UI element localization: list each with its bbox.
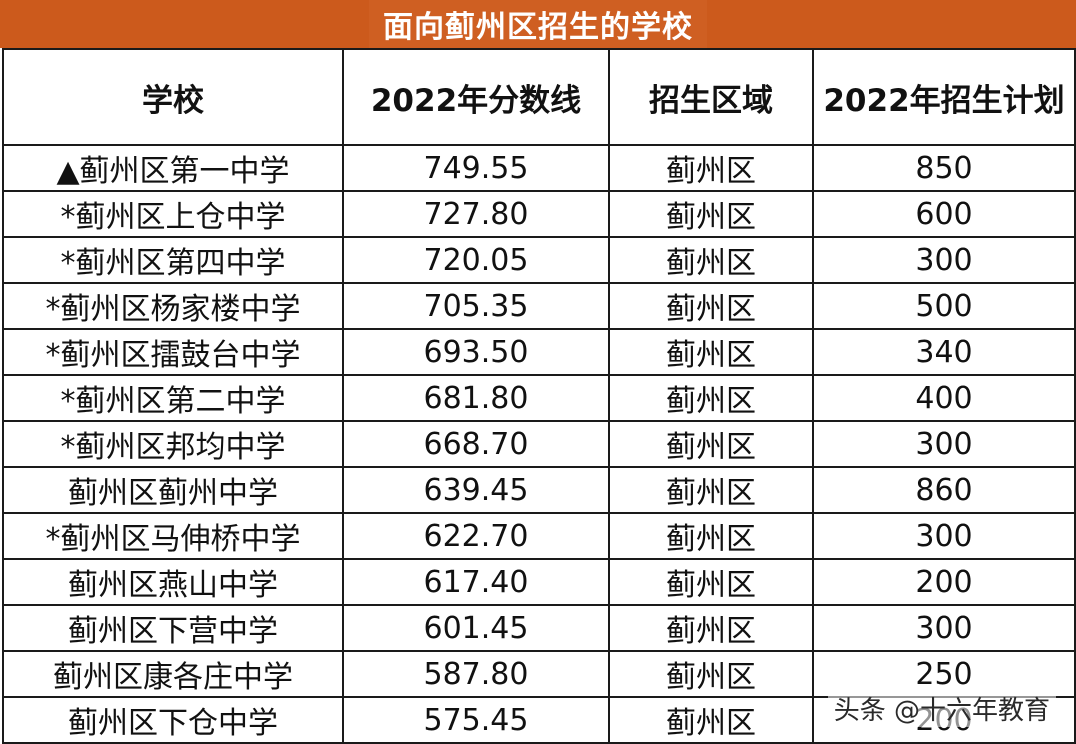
plan-cell: 300 [812,236,1076,284]
plan-cell: 860 [812,466,1076,514]
score-cell: 720.05 [342,236,610,284]
school-cell: 蓟州区燕山中学 [2,558,344,606]
table-row: 蓟州区燕山中学 617.40 蓟州区 200 [2,558,1076,606]
plan-cell: 500 [812,282,1076,330]
table-row: 蓟州区下营中学 601.45 蓟州区 300 [2,604,1076,652]
plan-cell: 600 [812,190,1076,238]
score-cell: 601.45 [342,604,610,652]
plan-cell: 300 [812,604,1076,652]
plan-cell: 300 [812,512,1076,560]
region-cell: 蓟州区 [608,282,814,330]
score-cell: 587.80 [342,650,610,698]
region-cell: 蓟州区 [608,558,814,606]
region-cell: 蓟州区 [608,144,814,192]
header-row: 学校 2022年分数线 招生区域 2022年招生计划 [2,48,1076,146]
region-cell: 蓟州区 [608,190,814,238]
score-cell: 575.45 [342,696,610,744]
plan-cell: 400 [812,374,1076,422]
score-cell: 617.40 [342,558,610,606]
table-title: 面向蓟州区招生的学校 [369,0,707,48]
region-cell: 蓟州区 [608,650,814,698]
table-row: *蓟州区上仓中学 727.80 蓟州区 600 [2,190,1076,238]
plan-cell: 850 [812,144,1076,192]
header-plan: 2022年招生计划 [812,48,1076,146]
region-cell: 蓟州区 [608,512,814,560]
region-cell: 蓟州区 [608,420,814,468]
region-cell: 蓟州区 [608,604,814,652]
school-cell: *蓟州区擂鼓台中学 [2,328,344,376]
region-cell: 蓟州区 [608,328,814,376]
region-cell: 蓟州区 [608,236,814,284]
table-row: ▲蓟州区第一中学 749.55 蓟州区 850 [2,144,1076,192]
school-cell: 蓟州区下仓中学 [2,696,344,744]
region-cell: 蓟州区 [608,466,814,514]
title-banner: 面向蓟州区招生的学校 [0,0,1076,48]
school-cell: *蓟州区马伸桥中学 [2,512,344,560]
table-row: *蓟州区第四中学 720.05 蓟州区 300 [2,236,1076,284]
score-cell: 749.55 [342,144,610,192]
region-cell: 蓟州区 [608,374,814,422]
school-cell: *蓟州区第四中学 [2,236,344,284]
school-cell: *蓟州区杨家楼中学 [2,282,344,330]
school-cell: ▲蓟州区第一中学 [2,144,344,192]
score-cell: 622.70 [342,512,610,560]
plan-cell: 300 [812,420,1076,468]
school-cell: 蓟州区蓟州中学 [2,466,344,514]
region-cell: 蓟州区 [608,696,814,744]
score-cell: 727.80 [342,190,610,238]
header-region: 招生区域 [608,48,814,146]
watermark: 头条 @十六年教育 [827,690,1056,727]
score-cell: 668.70 [342,420,610,468]
score-cell: 705.35 [342,282,610,330]
table-row: 蓟州区蓟州中学 639.45 蓟州区 860 [2,466,1076,514]
plan-cell: 200 [812,558,1076,606]
admission-table: 学校 2022年分数线 招生区域 2022年招生计划 ▲蓟州区第一中学 749.5… [2,48,1076,744]
header-school: 学校 [2,48,344,146]
school-cell: 蓟州区下营中学 [2,604,344,652]
school-cell: *蓟州区第二中学 [2,374,344,422]
table-row: *蓟州区擂鼓台中学 693.50 蓟州区 340 [2,328,1076,376]
table-row: *蓟州区第二中学 681.80 蓟州区 400 [2,374,1076,422]
school-cell: 蓟州区康各庄中学 [2,650,344,698]
score-cell: 639.45 [342,466,610,514]
header-score: 2022年分数线 [342,48,610,146]
plan-cell: 340 [812,328,1076,376]
table-row: *蓟州区杨家楼中学 705.35 蓟州区 500 [2,282,1076,330]
table-row: *蓟州区马伸桥中学 622.70 蓟州区 300 [2,512,1076,560]
score-cell: 693.50 [342,328,610,376]
score-cell: 681.80 [342,374,610,422]
school-cell: *蓟州区上仓中学 [2,190,344,238]
school-cell: *蓟州区邦均中学 [2,420,344,468]
table-row: *蓟州区邦均中学 668.70 蓟州区 300 [2,420,1076,468]
